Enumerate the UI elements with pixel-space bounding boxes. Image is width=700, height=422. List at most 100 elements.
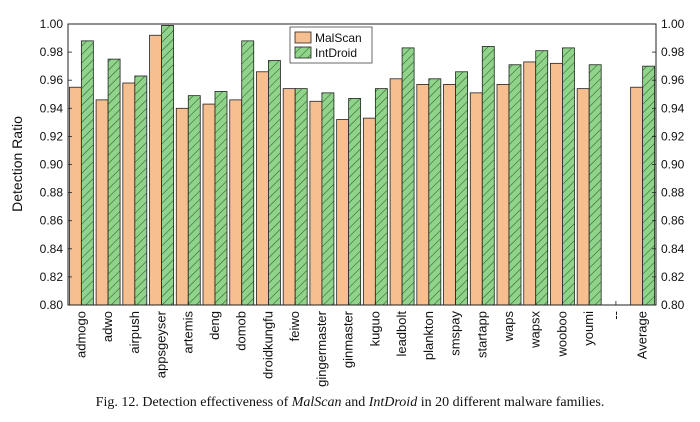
y-tick-label-left: 0.94 bbox=[40, 101, 64, 115]
bar-malscan-gingermaster bbox=[309, 100, 323, 306]
x-tick-label: feiwo bbox=[287, 311, 302, 341]
bar-intdroid-droidkungfu bbox=[268, 60, 281, 306]
bar-malscan-waps bbox=[496, 84, 510, 306]
x-tick-label: adwo bbox=[100, 311, 115, 342]
x-tick-label: plankton bbox=[421, 311, 436, 360]
bar-malscan-plankton bbox=[416, 84, 430, 306]
bar-intdroid-plankton bbox=[428, 78, 442, 306]
y-tick-label-right: 1.00 bbox=[661, 17, 685, 31]
x-tick-label: gingermaster bbox=[314, 310, 329, 387]
bar-intdroid-admogo bbox=[80, 40, 94, 306]
bar-intdroid-wapsx bbox=[535, 50, 549, 306]
legend-label: IntDroid bbox=[315, 46, 357, 60]
bar-intdroid-youmi bbox=[588, 64, 602, 306]
legend-label: MalScan bbox=[315, 31, 362, 45]
y-tick-label-left: 0.82 bbox=[40, 270, 64, 284]
bar-intdroid-gingermaster bbox=[321, 92, 335, 306]
axes-group: 0.80 0.80 0.82 0.82 0.84 0.84 0.86 0.86 0.88 0.88… bbox=[40, 17, 685, 312]
bar-intdroid-feiwo bbox=[294, 88, 308, 306]
x-tick-label: waps bbox=[501, 311, 516, 343]
bar-malscan-leadbolt bbox=[389, 78, 403, 306]
bar-malscan-feiwo bbox=[282, 88, 296, 306]
bar-intdroid-average bbox=[642, 65, 656, 306]
x-tick-label: admogo bbox=[73, 311, 88, 358]
y-tick-label-right: 0.82 bbox=[661, 270, 685, 284]
caption-suffix: in 20 different malware families. bbox=[417, 395, 605, 410]
x-tick-label: startapp bbox=[474, 311, 489, 358]
y-tick-label-right: 0.94 bbox=[661, 101, 685, 115]
y-tick-label-left: 0.96 bbox=[40, 73, 64, 87]
bar-intdroid-waps bbox=[508, 64, 522, 306]
x-tick-label: airpush bbox=[127, 311, 142, 354]
x-tick-label: leadbolt bbox=[394, 311, 409, 357]
x-tick-label: deng bbox=[207, 311, 222, 340]
bar-intdroid-artemis bbox=[187, 95, 201, 306]
legend-swatch bbox=[294, 31, 312, 44]
bar-intdroid-startapp bbox=[481, 46, 495, 306]
bar-malscan-domob bbox=[229, 99, 243, 306]
bar-malscan-appsgeyser bbox=[149, 34, 162, 306]
x-tick-label: wapsx bbox=[528, 311, 543, 349]
y-tick-label-left: 0.92 bbox=[40, 129, 64, 143]
y-axis-label: Detection Ratio bbox=[9, 116, 25, 212]
bar-malscan-smspay bbox=[443, 84, 456, 306]
legend-swatch bbox=[294, 46, 312, 59]
x-tick-label: smspay bbox=[448, 311, 463, 356]
bar-intdroid-leadbolt bbox=[401, 47, 415, 306]
bar-intdroid-ginmaster bbox=[348, 98, 362, 306]
bar-malscan-startapp bbox=[469, 92, 483, 306]
y-tick-label-left: 0.98 bbox=[40, 45, 64, 59]
bar-malscan-airpush bbox=[122, 82, 136, 306]
bar-malscan-wooboo bbox=[550, 62, 563, 306]
y-tick-label-left: 1.00 bbox=[40, 17, 64, 31]
bar-intdroid-kuguo bbox=[374, 88, 388, 306]
y-tick-label-right: 0.86 bbox=[661, 214, 685, 228]
bar-malscan-youmi bbox=[576, 88, 590, 306]
bar-intdroid-appsgeyser bbox=[161, 25, 174, 306]
bar-intdroid-smspay bbox=[455, 71, 468, 306]
caption-name2: IntDroid bbox=[368, 395, 418, 410]
caption-mid: and bbox=[341, 395, 369, 410]
y-tick-label-right: 0.92 bbox=[661, 129, 685, 143]
figure-caption: Fig. 12. Detection effectiveness of MalS… bbox=[0, 395, 700, 411]
y-tick-label-right: 0.80 bbox=[661, 298, 685, 312]
bar-intdroid-wooboo bbox=[562, 47, 575, 306]
x-tick-label: domob bbox=[234, 311, 249, 351]
y-tick-label-left: 0.80 bbox=[40, 298, 64, 312]
bar-intdroid-deng bbox=[214, 91, 228, 306]
bar-malscan-adwo bbox=[95, 99, 109, 306]
bar-malscan-deng bbox=[202, 103, 216, 306]
x-tick-label: -- bbox=[608, 311, 623, 320]
x-tick-label: youmi bbox=[581, 311, 596, 346]
y-tick-label-right: 0.84 bbox=[661, 242, 685, 256]
y-tick-label-left: 0.88 bbox=[40, 186, 64, 200]
bar-intdroid-airpush bbox=[134, 75, 148, 306]
bar-intdroid-domob bbox=[241, 40, 255, 306]
y-tick-label-left: 0.90 bbox=[40, 158, 64, 172]
y-tick-label-right: 0.98 bbox=[661, 45, 685, 59]
x-tick-labels: admogo adwo airpush appsgeyser artemis deng do… bbox=[73, 310, 649, 387]
x-tick-label: droidkungfu bbox=[260, 311, 275, 379]
x-tick-label: wooboo bbox=[554, 311, 569, 358]
bar-malscan-admogo bbox=[68, 86, 82, 306]
caption-name1: MalScan bbox=[291, 395, 342, 410]
bar-malscan-droidkungfu bbox=[256, 71, 269, 306]
bar-malscan-average bbox=[630, 86, 644, 306]
detection-ratio-chart: 0.80 0.80 0.82 0.82 0.84 0.84 0.86 0.86 0.88 0.88… bbox=[9, 17, 685, 387]
bar-malscan-artemis bbox=[175, 107, 189, 306]
y-tick-label-right: 0.96 bbox=[661, 73, 685, 87]
x-tick-label: Average bbox=[635, 311, 650, 359]
y-tick-label-left: 0.84 bbox=[40, 242, 64, 256]
bars-group bbox=[68, 25, 656, 306]
x-tick-label: artemis bbox=[180, 311, 195, 354]
y-tick-label-left: 0.86 bbox=[40, 214, 64, 228]
y-tick-label-right: 0.88 bbox=[661, 186, 685, 200]
bar-malscan-wapsx bbox=[523, 61, 537, 306]
bar-intdroid-adwo bbox=[107, 58, 121, 306]
caption-prefix: Fig. 12. Detection effectiveness of bbox=[95, 395, 292, 410]
x-tick-label: ginmaster bbox=[341, 310, 356, 368]
y-tick-label-right: 0.90 bbox=[661, 158, 685, 172]
x-tick-label: kuguo bbox=[367, 311, 382, 346]
bar-malscan-ginmaster bbox=[336, 119, 350, 306]
